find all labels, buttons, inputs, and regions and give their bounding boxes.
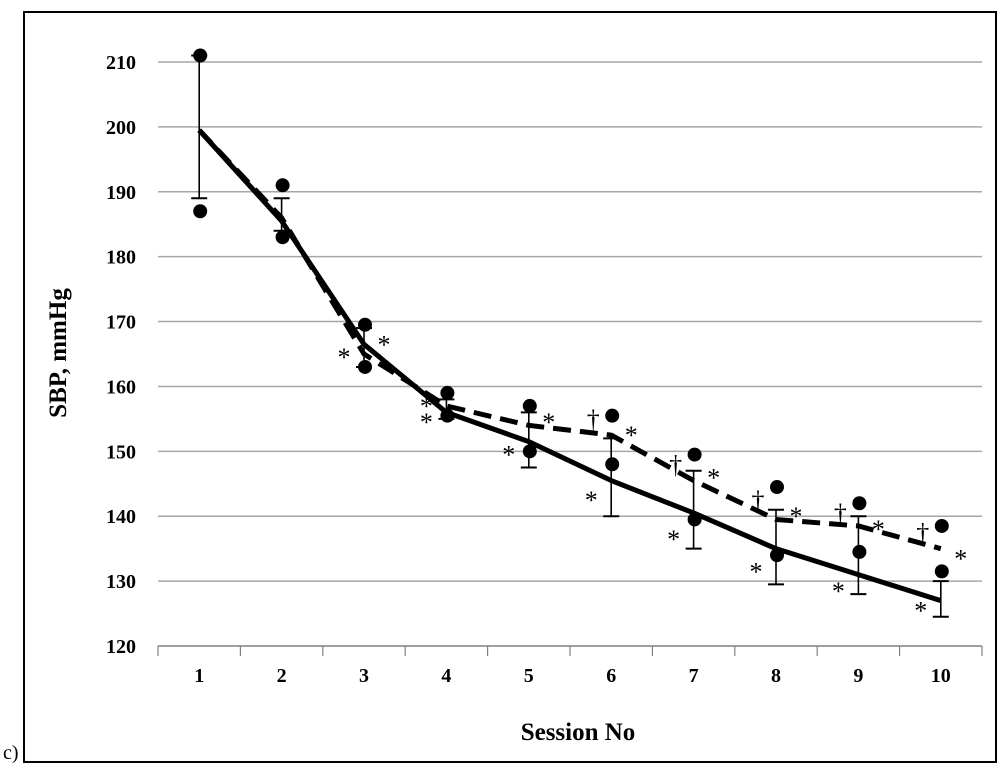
data-point	[275, 230, 290, 245]
y-tick-label: 140	[106, 506, 136, 528]
data-point	[522, 444, 537, 459]
data-point	[275, 178, 290, 193]
asterisk-mark: *	[954, 544, 967, 573]
data-point	[358, 317, 372, 332]
data-point	[934, 518, 949, 533]
data-point	[770, 548, 784, 563]
dagger-mark: †	[587, 405, 600, 434]
asterisk-mark: *	[502, 441, 515, 470]
significance-marks: * ***** †**† **†**†**†**	[338, 330, 968, 625]
dagger-mark: †	[916, 518, 929, 547]
y-tick-label: 190	[106, 182, 136, 204]
asterisk-mark: *	[750, 557, 763, 586]
x-tick-label: 5	[524, 665, 534, 687]
data-point	[852, 496, 867, 511]
data-point	[440, 385, 455, 400]
x-tick-label: 4	[441, 665, 451, 687]
asterisk-mark: *	[378, 330, 391, 359]
data-point	[687, 447, 702, 462]
data-point	[358, 359, 372, 374]
x-tick-label: 2	[277, 665, 287, 687]
data-point	[770, 480, 784, 495]
asterisk-mark: *	[707, 463, 720, 492]
dagger-mark: †	[834, 499, 847, 528]
x-tick-label: 9	[853, 665, 863, 687]
gridlines	[158, 61, 982, 582]
x-tick-label: 3	[359, 665, 369, 687]
asterisk-mark: *	[542, 408, 555, 437]
y-tick-label: 210	[106, 52, 136, 74]
y-tick-label: 160	[106, 376, 136, 398]
y-tick-label: 170	[106, 312, 136, 334]
asterisk-mark: *	[420, 392, 433, 421]
y-tick-label: 200	[106, 117, 136, 139]
data-point	[605, 408, 620, 423]
y-tick-label: 130	[106, 571, 136, 593]
asterisk-mark: *	[420, 408, 433, 437]
asterisk-mark: *	[585, 486, 598, 515]
asterisk-mark: *	[790, 502, 803, 531]
x-axis-title: Session No	[521, 719, 636, 746]
asterisk-mark: *	[625, 421, 638, 450]
data-point	[440, 408, 455, 423]
data-point	[193, 204, 208, 219]
data-point	[687, 512, 702, 527]
x-tick-label: 6	[606, 665, 616, 687]
series-lines	[197, 128, 942, 603]
y-tick-label: 150	[106, 441, 136, 463]
asterisk-mark: *	[667, 525, 680, 554]
data-point	[522, 398, 537, 413]
dagger-mark: †	[752, 486, 765, 515]
data-point	[193, 48, 208, 63]
data-point	[605, 457, 620, 472]
dagger-mark: †	[669, 450, 682, 479]
axis-ticks: 120 130 140 150 160 170 180 190 200 210 1 2 3 4 5 6 7 8 9 1…	[106, 52, 983, 687]
asterisk-mark: *	[872, 515, 885, 544]
series-line-dashed	[197, 128, 942, 552]
x-tick-label: 10	[931, 665, 951, 687]
panel-label: c)	[3, 742, 19, 764]
y-axis-title: SBP, mmHg	[45, 288, 72, 418]
y-tick-label: 180	[106, 247, 136, 269]
x-tick-label: 1	[194, 665, 204, 687]
y-tick-label: 120	[106, 636, 136, 658]
data-point	[852, 544, 867, 559]
x-tick-label: 7	[689, 665, 699, 687]
x-tick-label: 8	[771, 665, 781, 687]
asterisk-mark: *	[338, 343, 351, 372]
asterisk-mark: *	[914, 596, 927, 625]
data-point	[934, 564, 949, 579]
data-points	[193, 48, 949, 579]
asterisk-mark: *	[832, 577, 845, 606]
